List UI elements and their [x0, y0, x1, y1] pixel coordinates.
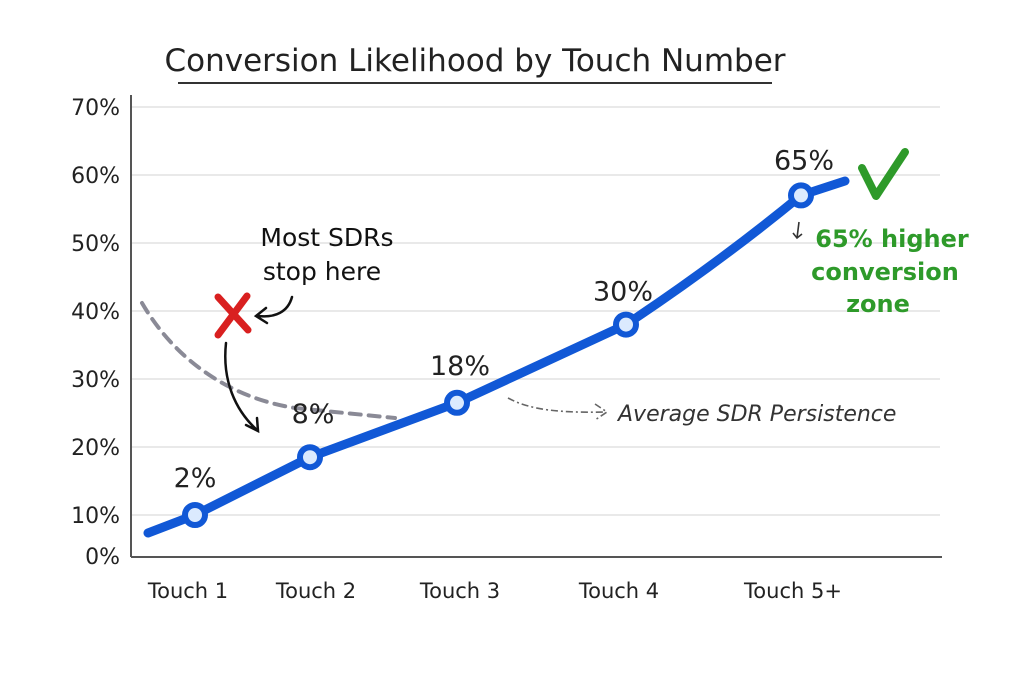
series-line: 2% 8% 18% 30% 65% — [143, 145, 850, 538]
y-tick-label: 70% — [71, 96, 120, 121]
stop-here-line2: stop here — [263, 257, 381, 286]
series-path — [143, 176, 850, 538]
average-arrow-icon — [507, 397, 609, 421]
zone-line3: zone — [846, 290, 910, 318]
chart-title: Conversion Likelihood by Touch Number — [164, 43, 785, 79]
average-persistence-curve — [140, 301, 397, 420]
data-label: 30% — [593, 277, 653, 308]
y-tick-label: 40% — [71, 300, 120, 325]
y-tick-label: 10% — [71, 504, 120, 529]
data-point — [182, 502, 208, 528]
arrow-to-x-icon — [253, 295, 294, 325]
red-x-icon — [214, 292, 252, 339]
data-label: 8% — [292, 399, 335, 430]
small-arrow-icon — [792, 221, 803, 240]
data-point — [788, 182, 814, 209]
y-tick-label: 50% — [71, 232, 120, 257]
data-label: 65% — [774, 145, 834, 176]
x-category-label: Touch 3 — [419, 579, 500, 603]
y-axis-ticks: 0% 10% 20% 30% 40% 50% 60% 70% — [71, 96, 120, 570]
x-category-label: Touch 2 — [275, 579, 356, 603]
zone-line2: conversion — [811, 258, 959, 286]
y-tick-label: 30% — [71, 368, 120, 393]
y-tick-label: 20% — [71, 436, 120, 461]
x-axis-categories: Touch 1 Touch 2 Touch 3 Touch 4 Touch 5+ — [147, 579, 842, 603]
stop-here-line1: Most SDRs — [260, 223, 393, 252]
data-point — [444, 389, 470, 416]
x-category-label: Touch 1 — [147, 579, 228, 603]
data-point — [297, 444, 323, 471]
green-check-icon — [858, 148, 909, 200]
data-label: 2% — [174, 463, 217, 494]
y-tick-label: 0% — [85, 545, 120, 570]
data-point — [613, 311, 639, 338]
y-tick-label: 60% — [71, 164, 120, 189]
gridlines — [131, 106, 940, 516]
data-label: 18% — [430, 351, 490, 382]
arrow-down-icon — [224, 341, 260, 434]
x-category-label: Touch 5+ — [743, 579, 842, 603]
zone-line1: 65% higher — [815, 225, 969, 253]
average-persistence-label: Average SDR Persistence — [616, 402, 896, 427]
x-category-label: Touch 4 — [578, 579, 659, 603]
